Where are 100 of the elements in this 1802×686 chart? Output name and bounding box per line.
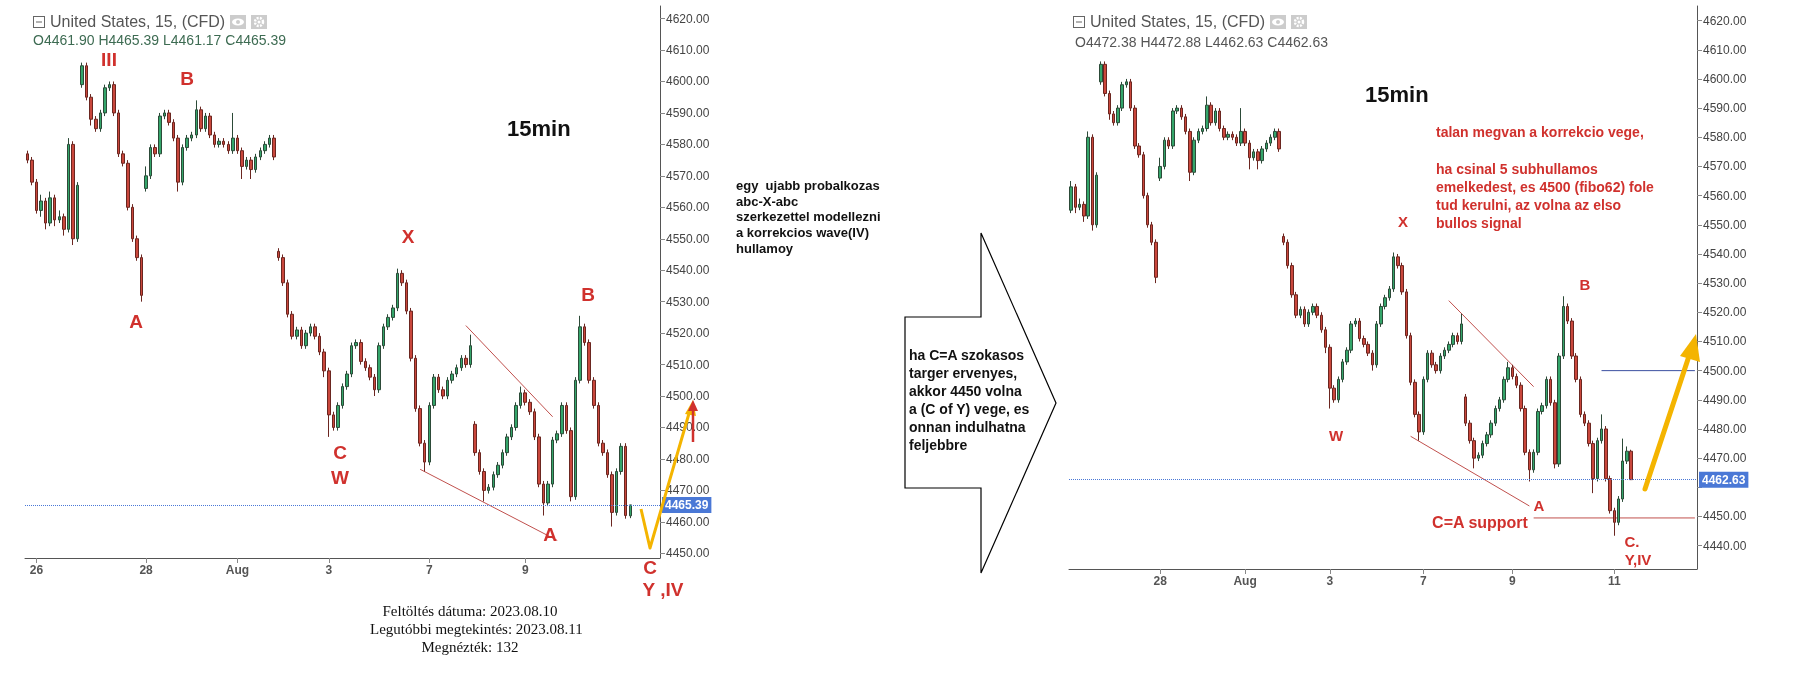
candlestick xyxy=(1095,171,1098,229)
annotation: B xyxy=(180,68,194,90)
text: Y ,IV xyxy=(642,579,684,601)
y-tick-label: 4510.00 xyxy=(1703,334,1747,349)
y-tick-label: 4530.00 xyxy=(666,294,710,309)
candlestick xyxy=(487,483,490,495)
y-tick-label: 4610.00 xyxy=(666,43,710,58)
candlestick xyxy=(58,209,61,224)
annotation: C xyxy=(643,557,657,579)
candlestick xyxy=(153,143,157,158)
candlestick xyxy=(217,137,221,149)
annotation: Y,IV xyxy=(1624,550,1652,568)
candlestick xyxy=(199,106,203,133)
y-tick-label: 4620.00 xyxy=(666,11,710,26)
y-tick-label: 4560.00 xyxy=(666,200,710,215)
chart-subtitle: United States, 15, (CFD) xyxy=(1090,13,1266,31)
candlestick xyxy=(1078,198,1081,211)
candlestick xyxy=(1277,128,1281,153)
ref-line-label: 4462.63 xyxy=(1702,472,1746,487)
candlestick xyxy=(460,354,463,372)
annotation: X xyxy=(1397,212,1409,230)
candlestick xyxy=(39,194,43,218)
candlestick xyxy=(469,334,472,369)
annotation: O4461.90 H4465.39 L4461.17 C4465.39 xyxy=(33,32,286,48)
candlestick xyxy=(1303,305,1306,328)
y-tick-label: 4520.00 xyxy=(666,326,710,341)
candlestick xyxy=(1167,136,1170,150)
candlestick xyxy=(195,99,198,139)
annotation: III xyxy=(101,49,117,71)
annotation: W xyxy=(331,467,349,489)
x-tick-label: Aug xyxy=(1233,574,1257,588)
text: ha C=A szokasos targer ervenyes, akkor 4450 volna a (C of Y) vege, es onnan indulhatna feljebbre xyxy=(909,346,1030,454)
annotation: A xyxy=(129,311,143,333)
y-tick-label: 4580.00 xyxy=(666,137,710,152)
candlestick xyxy=(1252,148,1255,162)
candlestick xyxy=(1209,101,1213,127)
y-tick-label: 4460.00 xyxy=(666,514,710,529)
candlestick xyxy=(62,213,66,237)
annotation: ha csinal 5 subhullamos emelkedest, es 4500 (fibo62) fole tud kerulni, az volna az elso bullos signal xyxy=(1436,160,1654,232)
candlestick xyxy=(254,153,257,174)
annotation: W xyxy=(1328,426,1344,444)
y-tick-label: 4540.00 xyxy=(1703,246,1747,261)
x-tick-label: 11 xyxy=(1607,574,1621,588)
y-tick-label: 4490.00 xyxy=(1703,392,1747,407)
candlestick xyxy=(222,137,225,149)
candlestick xyxy=(1082,200,1086,223)
y-tick-label: 4570.00 xyxy=(1703,159,1747,174)
candlestick xyxy=(44,197,47,230)
candlestick xyxy=(204,112,207,133)
annotation: B xyxy=(1579,275,1591,293)
candlestick xyxy=(629,504,632,519)
text: 15min xyxy=(1365,81,1429,107)
candlestick xyxy=(67,137,70,233)
candlestick xyxy=(1239,107,1243,147)
candlestick xyxy=(1226,130,1230,141)
candlestick xyxy=(227,140,230,155)
candlestick xyxy=(295,326,299,340)
x-tick-label: 3 xyxy=(325,563,333,577)
y-tick-label: 4510.00 xyxy=(666,357,710,372)
candlestick xyxy=(231,112,235,155)
candlestick xyxy=(245,156,248,171)
candlestick xyxy=(1205,95,1209,132)
y-tick-label: 4450.00 xyxy=(666,546,710,561)
annotation: talan megvan a korrekcio vege, xyxy=(1436,124,1644,140)
x-tick-label: 26 xyxy=(29,563,44,577)
y-tick-label: 4580.00 xyxy=(1703,130,1747,145)
candlestick xyxy=(464,354,468,369)
text: Megnézték: 132 xyxy=(420,639,520,656)
candlestick xyxy=(249,156,253,180)
x-tick-label: 7 xyxy=(425,563,433,577)
candlestick xyxy=(71,140,75,246)
y-tick-label: 4500.00 xyxy=(1703,363,1747,378)
x-tick-label: 9 xyxy=(1509,574,1517,588)
y-tick-label: 4540.00 xyxy=(666,263,710,278)
x-tick-label: 28 xyxy=(1153,574,1168,588)
y-tick-label: 4530.00 xyxy=(1703,276,1747,291)
y-tick-label: 4570.00 xyxy=(666,168,710,183)
ref-line-label: 4465.39 xyxy=(665,497,709,512)
candlestick xyxy=(1456,332,1459,345)
candlestick xyxy=(1171,107,1175,150)
text: egy ujabb probalkozas abc-X-abc szerkezettel modellezni a korrekcios wave(IV) hullamoy xyxy=(736,178,881,257)
y-tick-label: 4610.00 xyxy=(1703,42,1747,57)
y-tick-label: 4590.00 xyxy=(1703,101,1747,116)
candlestick xyxy=(80,62,84,89)
x-tick-label: 3 xyxy=(1326,574,1334,588)
y-tick-label: 4440.00 xyxy=(1703,538,1747,553)
candlestick xyxy=(1629,449,1633,481)
annotation: C. xyxy=(1624,532,1640,550)
annotation: B xyxy=(581,284,595,306)
text: Feltöltés dátuma: 2023.08.10 xyxy=(381,603,559,620)
y-tick-label: 4450.00 xyxy=(1703,509,1747,524)
y-tick-label: 4550.00 xyxy=(1703,217,1747,232)
candlestick xyxy=(272,134,276,161)
y-tick-label: 4470.00 xyxy=(1703,451,1747,466)
candlestick xyxy=(1074,183,1077,214)
candlestick xyxy=(1235,133,1238,147)
candlestick xyxy=(1091,133,1094,232)
y-tick-label: 4500.00 xyxy=(666,389,710,404)
y-tick-label: 4600.00 xyxy=(1703,71,1747,86)
candlestick xyxy=(53,194,56,227)
